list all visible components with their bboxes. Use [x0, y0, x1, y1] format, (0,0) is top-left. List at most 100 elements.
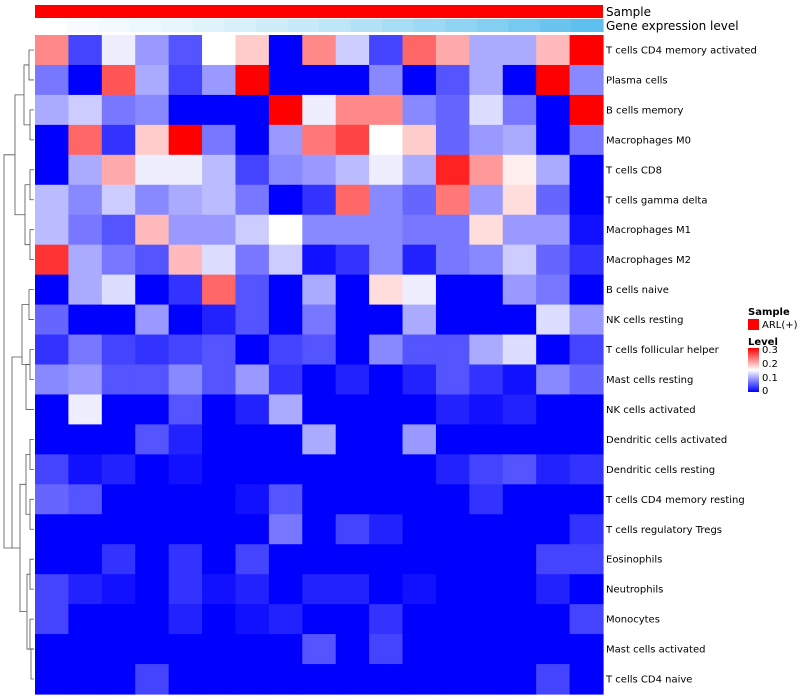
heatmap-cell — [168, 394, 203, 425]
heatmap-cell — [536, 94, 571, 126]
heatmap-cell — [68, 514, 103, 545]
heatmap-cell — [469, 664, 504, 695]
heatmap-cell — [268, 124, 303, 156]
heatmap-cell — [536, 35, 571, 66]
heatmap-cell — [135, 184, 170, 216]
heatmap-cell — [569, 214, 604, 246]
heatmap-cell — [335, 274, 370, 306]
heatmap-cell — [101, 514, 136, 545]
heatmap-cell — [168, 304, 203, 336]
heatmap-cell — [35, 574, 70, 605]
heatmap-cell — [68, 604, 103, 635]
heatmap-cell — [235, 64, 270, 96]
heatmap-cell — [502, 184, 537, 216]
heatmap-cell — [101, 184, 136, 216]
heatmap-cell — [168, 154, 203, 186]
heatmap-cell — [135, 64, 170, 96]
expression-annotation-cell — [35, 19, 68, 32]
dendrogram-branch — [29, 229, 34, 261]
heatmap-cell — [168, 514, 203, 545]
heatmap-cell — [168, 334, 203, 366]
heatmap-cell — [68, 154, 103, 186]
heatmap-cell — [235, 244, 270, 276]
row-labels: T cells CD4 memory activated Plasma cells… — [605, 45, 757, 685]
heatmap-cell — [335, 574, 370, 605]
heatmap-cell — [469, 244, 504, 276]
heatmap-cell — [235, 634, 270, 665]
heatmap-cell — [502, 124, 537, 156]
heatmap-cell — [35, 94, 70, 126]
heatmap-cell — [68, 484, 103, 515]
heatmap-cell — [569, 35, 604, 66]
heatmap-cell — [469, 214, 504, 246]
legend-level-tick-4: 0 — [762, 386, 768, 397]
heatmap-cell — [302, 244, 337, 276]
heatmap-cell — [168, 544, 203, 575]
heatmap-cell — [369, 424, 404, 455]
heatmap-cell — [202, 634, 237, 665]
heatmap-cell — [435, 514, 470, 545]
heatmap-cell — [168, 124, 203, 156]
row-label: Plasma cells — [606, 75, 668, 86]
heatmap-cell — [302, 394, 337, 425]
heatmap-cell — [502, 634, 537, 665]
heatmap-cell — [135, 574, 170, 605]
heatmap-cell — [502, 214, 537, 246]
dendrogram-branch — [29, 438, 34, 470]
heatmap-cell — [168, 64, 203, 96]
heatmap-cell — [135, 35, 170, 66]
heatmap-cell — [302, 64, 337, 96]
heatmap-cell — [536, 454, 571, 485]
heatmap-cell — [502, 304, 537, 336]
heatmap-cell — [135, 124, 170, 156]
heatmap-cell — [235, 364, 270, 396]
legend-level-gradient — [748, 348, 759, 392]
heatmap-cell — [335, 604, 370, 635]
legend-sample-title: Sample — [748, 307, 790, 318]
heatmap-cell — [268, 35, 303, 66]
heatmap-cell — [335, 544, 370, 575]
heatmap-cell — [68, 64, 103, 96]
heatmap-cell — [469, 184, 504, 216]
heatmap-cell — [402, 154, 437, 186]
heatmap-cell — [502, 454, 537, 485]
heatmap-cell — [536, 154, 571, 186]
legend-sample-swatch — [748, 319, 759, 330]
heatmap-cell — [402, 424, 437, 455]
heatmap-cell — [268, 184, 303, 216]
heatmap-cell — [268, 454, 303, 485]
heatmap-cell — [536, 484, 571, 515]
expression-annotation-cell — [161, 19, 194, 32]
heatmap-cell — [101, 604, 136, 635]
heatmap-cell — [335, 514, 370, 545]
heatmap-cell — [101, 664, 136, 695]
heatmap-cell — [68, 454, 103, 485]
heatmap-cell — [35, 184, 70, 216]
heatmap-cell — [202, 35, 237, 66]
row-label: NK cells activated — [606, 405, 696, 416]
heatmap-cell — [202, 664, 237, 695]
heatmap-cell — [168, 94, 203, 126]
heatmap-cell — [302, 214, 337, 246]
heatmap-cell — [536, 334, 571, 366]
heatmap-cell — [469, 304, 504, 336]
heatmap-cell — [168, 634, 203, 665]
dendrogram-branch — [29, 169, 34, 201]
heatmap-cell — [469, 274, 504, 306]
heatmap-cell — [235, 454, 270, 485]
heatmap-cell — [168, 484, 203, 515]
heatmap-cell — [502, 424, 537, 455]
heatmap-cell — [202, 574, 237, 605]
heatmap-cell — [402, 184, 437, 216]
heatmap-cell — [569, 274, 604, 306]
heatmap-cell — [302, 484, 337, 515]
heatmap-cell — [335, 154, 370, 186]
heatmap-cell — [168, 664, 203, 695]
row-label: Macrophages M0 — [606, 135, 691, 146]
expression-annotation-cell — [476, 19, 509, 32]
heatmap-cell — [202, 184, 237, 216]
heatmap-cell — [435, 64, 470, 96]
heatmap-cell — [268, 214, 303, 246]
heatmap-cell — [235, 394, 270, 425]
heatmap-cell — [335, 454, 370, 485]
